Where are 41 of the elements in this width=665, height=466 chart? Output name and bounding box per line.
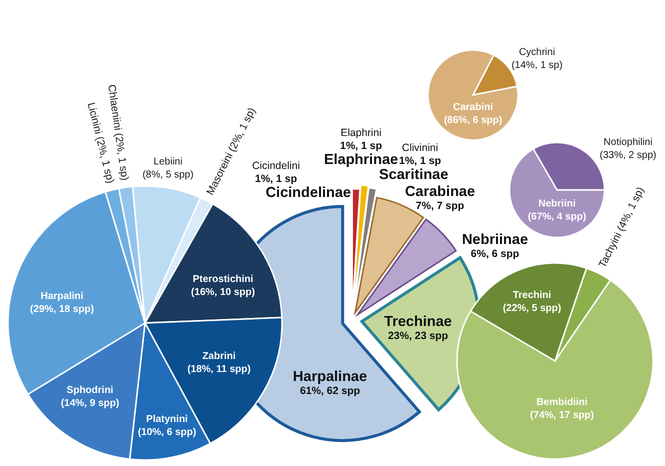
slice-label: Notiophilini: [604, 136, 652, 148]
data-label: (86%, 6 spp): [444, 114, 502, 126]
data-label: (10%, 6 spp): [138, 426, 196, 438]
slice-label: Trechinae: [384, 314, 452, 330]
text: Cicindelini: [252, 160, 300, 172]
text: Elaphrini: [340, 126, 382, 139]
text: Clivinini: [402, 142, 438, 154]
data-label: (67%, 4 spp): [528, 211, 586, 222]
data-label: (22%, 5 spp): [502, 302, 562, 314]
data-label: (74%, 17 spp): [530, 410, 594, 421]
slice-label: Nebriini: [538, 198, 576, 210]
data-label: 7%, 7 spp: [416, 200, 464, 212]
slice-label: Carabini: [452, 102, 494, 113]
data-label: 1%, 1 sp: [398, 154, 442, 167]
data-label: (8%, 5 spp): [142, 169, 194, 180]
data-label: 61%, 62 spp: [300, 384, 360, 397]
data-label: (16%, 10 spp): [191, 286, 255, 298]
slice-label: Sphodrini: [66, 384, 114, 396]
slice-label: Scaritinae: [379, 167, 448, 183]
slice-label: Zabrini: [202, 350, 236, 362]
data-label: 1%, 1 sp: [340, 140, 382, 152]
slice-label: Platynini: [146, 414, 188, 425]
slice-label: Nebriinae: [462, 232, 528, 248]
slice-label: Bembidiini: [536, 396, 588, 408]
slice-label: Harpalinae: [292, 369, 368, 385]
data-label: 6%, 6 spp: [470, 248, 520, 260]
slice-label: Cicindelinae: [266, 185, 351, 201]
data-label: (14%, 9 spp): [60, 398, 120, 409]
data-label: 23%, 23 spp: [388, 330, 448, 342]
data-label: (29%, 18 spp): [30, 304, 94, 315]
data-label: 1%, 1 sp: [254, 172, 298, 185]
slice-label: Cychrini: [518, 46, 556, 58]
slice-label: Trechini: [512, 290, 552, 301]
data-label: (33%, 2 spp): [600, 150, 656, 161]
slice-label: Carabinae: [404, 184, 476, 200]
data-label: (18%, 11 spp): [187, 364, 251, 375]
slice-label: Lebiini: [154, 156, 182, 168]
data-label: (14%, 1 sp): [511, 60, 563, 71]
slice-label: Elaphrinae: [324, 152, 398, 168]
slice-label: Harpalini: [40, 290, 84, 302]
slice-label: Pterostichini: [192, 274, 254, 285]
